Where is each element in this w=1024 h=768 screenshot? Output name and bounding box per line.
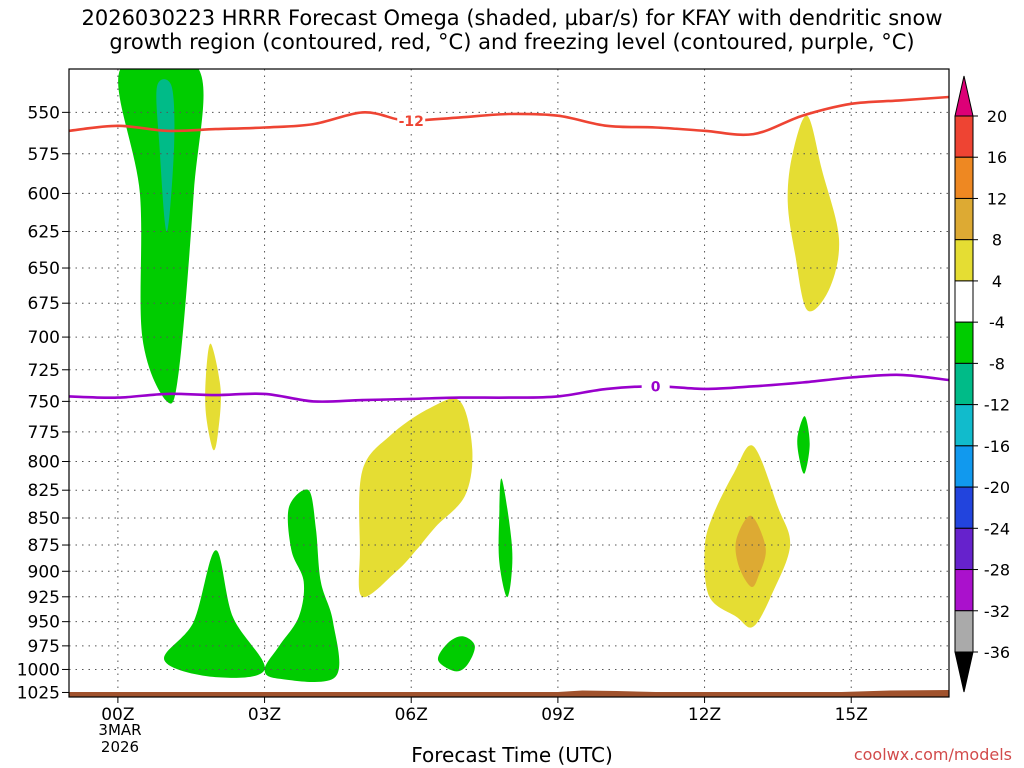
omega-region-low-green-center — [264, 489, 340, 683]
colorbar-label-8: 8 — [992, 231, 1002, 250]
omega-region-low-green-left — [164, 550, 265, 678]
colorbar-label--4: -4 — [989, 313, 1005, 332]
x-tick-label-12Z: 12Z — [688, 705, 721, 725]
x-axis-label: Forecast Time (UTC) — [411, 743, 613, 767]
colorbar-label--32: -32 — [984, 602, 1010, 621]
ground-terrain — [69, 690, 949, 697]
colorbar-label-12: 12 — [987, 189, 1007, 208]
colorbar-band — [954, 445, 974, 488]
ground-layer — [69, 690, 949, 697]
y-tick-label-850: 850 — [28, 509, 60, 529]
colorbar-label-16: 16 — [987, 148, 1007, 167]
plot-frame — [68, 68, 950, 698]
omega-region-green-sliver-right — [797, 416, 810, 474]
colorbar-bottom-arrow — [954, 651, 974, 693]
colorbar-band — [954, 486, 974, 529]
x-tick-label-06Z: 06Z — [395, 705, 428, 725]
y-tick-label-950: 950 — [28, 613, 60, 633]
freezing-level-contour-label-bg — [641, 377, 670, 396]
colorbar-label--12: -12 — [984, 396, 1010, 415]
credit-link[interactable]: coolwx.com/models — [853, 745, 1012, 764]
colorbar-band — [954, 115, 974, 158]
y-tick-label-550: 550 — [28, 103, 60, 123]
colorbar-top-arrow — [954, 75, 974, 117]
colorbar-band — [954, 527, 974, 571]
y-tick-label-575: 575 — [28, 145, 60, 165]
freezing-level-contour-label: 0 — [651, 379, 661, 395]
x-tick-label-03Z: 03Z — [248, 705, 281, 725]
y-tick-label-675: 675 — [28, 294, 60, 314]
omega-region-small-green-blob — [437, 636, 475, 672]
y-tick-label-1000: 1000 — [17, 660, 60, 680]
omega-region-orange-core — [735, 515, 766, 588]
y-tick-label-625: 625 — [28, 222, 60, 242]
colorbar-band — [954, 239, 974, 282]
y-tick-label-725: 725 — [28, 361, 60, 381]
colorbar-band — [954, 610, 974, 653]
chart-title: 2026030223 HRRR Forecast Omega (shaded, … — [0, 6, 1024, 54]
y-tick-label-925: 925 — [28, 588, 60, 608]
colorbar-label--16: -16 — [984, 437, 1010, 456]
y-tick-label-800: 800 — [28, 453, 60, 473]
y-tick-label-875: 875 — [28, 536, 60, 556]
freezing-level-contour-line — [69, 373, 949, 403]
axes-labels-layer: 550 575 600 625 650 675 700 725 750 775 800 825 850 8… — [17, 103, 868, 725]
y-tick-label-975: 975 — [28, 637, 60, 657]
colorbar-band — [954, 197, 974, 241]
y-tick-label-1025: 1025 — [17, 683, 60, 703]
omega-region-upper-teal-core — [156, 79, 175, 232]
x-tick-label-09Z: 09Z — [541, 705, 574, 725]
colorbar-label--24: -24 — [984, 519, 1010, 538]
colorbar-band — [954, 569, 974, 612]
gridlines-layer — [69, 69, 949, 697]
colorbar-label--20: -20 — [984, 478, 1010, 497]
chart-title-line2: growth region (contoured, red, °C) and f… — [109, 30, 915, 54]
colorbar: 20 16 12 8 4 -4 -8 -12 -16 -20 -24 -28 -32 -36 — [954, 75, 1010, 693]
dendritic-minus12-contour-label-bg — [397, 111, 426, 130]
omega-region-yellow-upper-right — [787, 115, 840, 312]
x-tick-label-00Z: 00Z — [101, 705, 134, 725]
colorbar-label--8: -8 — [989, 354, 1005, 373]
colorbar-band — [954, 362, 974, 406]
omega-region-thin-green-0830 — [498, 478, 513, 598]
y-tick-label-600: 600 — [28, 184, 60, 204]
colorbar-band — [954, 280, 974, 323]
date-label-line2: 2026 — [100, 738, 140, 756]
colorbar-label-4: 4 — [992, 272, 1002, 291]
y-tick-label-825: 825 — [28, 481, 60, 501]
y-tick-label-650: 650 — [28, 259, 60, 279]
colorbar-band — [954, 156, 974, 199]
x-tick-label-15Z: 15Z — [835, 705, 868, 725]
y-tick-label-700: 700 — [28, 328, 60, 348]
dendritic-minus12-contour-label: -12 — [399, 114, 424, 130]
omega-region-small-yellow-mid — [205, 343, 221, 451]
date-label-line1: 3MAR — [98, 721, 142, 739]
chart-title-line1: 2026030223 HRRR Forecast Omega (shaded, … — [81, 6, 943, 30]
omega-regions-layer — [118, 69, 840, 683]
y-tick-label-900: 900 — [28, 562, 60, 582]
date-label: 3MAR 2026 — [92, 722, 148, 756]
dendritic-minus12-contour-line — [69, 95, 949, 137]
y-tick-label-775: 775 — [28, 423, 60, 443]
colorbar-label--36: -36 — [984, 643, 1010, 662]
contour-lines-layer: -12 0 — [69, 95, 949, 403]
colorbar-band — [954, 404, 974, 447]
colorbar-label-20: 20 — [987, 107, 1007, 126]
colorbar-label--28: -28 — [984, 561, 1010, 580]
y-tick-label-750: 750 — [28, 392, 60, 412]
colorbar-band — [954, 321, 974, 364]
omega-region-yellow-center — [358, 398, 473, 598]
omega-region-upper-green-plume — [118, 69, 204, 404]
